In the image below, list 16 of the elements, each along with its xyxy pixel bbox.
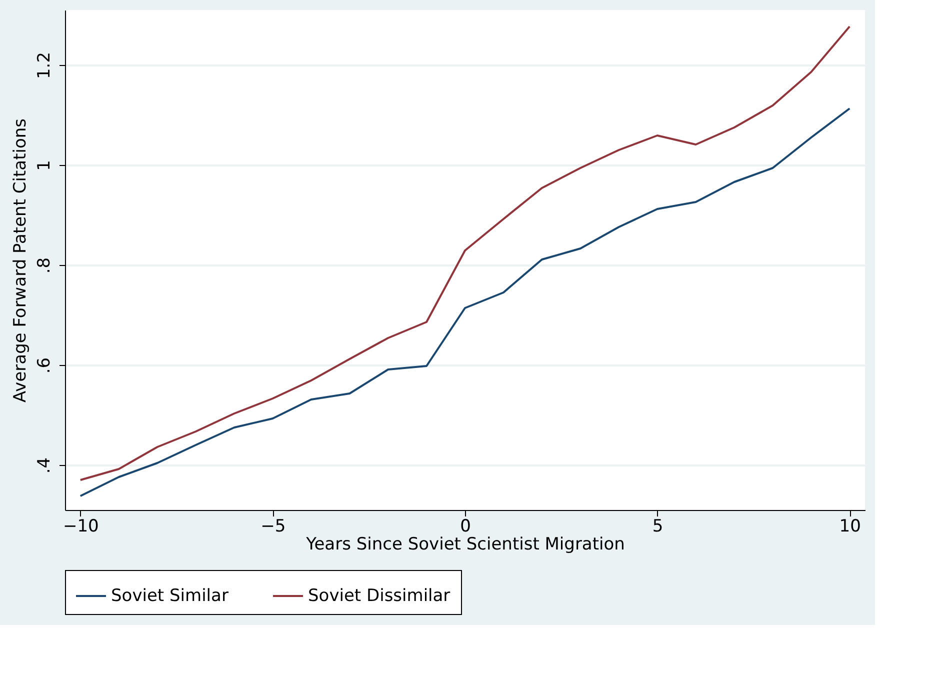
x-tick-label: 10 [839,516,861,536]
x-axis-title: Years Since Soviet Scientist Migration [305,534,625,554]
legend-label: Soviet Similar [111,586,228,606]
line-series [79,26,851,481]
y-tick-label: 1 [34,160,54,171]
y-tick-label: .6 [34,357,54,374]
y-axis-title: Average Forward Patent Citations [10,118,30,402]
y-tick-label: 1.2 [34,52,54,80]
x-tick-label: −10 [62,516,99,536]
x-tick-label: −5 [260,516,286,536]
legend-label: Soviet Dissimilar [308,586,450,606]
x-tick-label: 5 [652,516,664,536]
y-tick-label: .4 [34,457,54,474]
x-tick-label: 0 [460,516,471,536]
y-tick-label: .8 [34,257,54,274]
line-series [79,108,851,497]
